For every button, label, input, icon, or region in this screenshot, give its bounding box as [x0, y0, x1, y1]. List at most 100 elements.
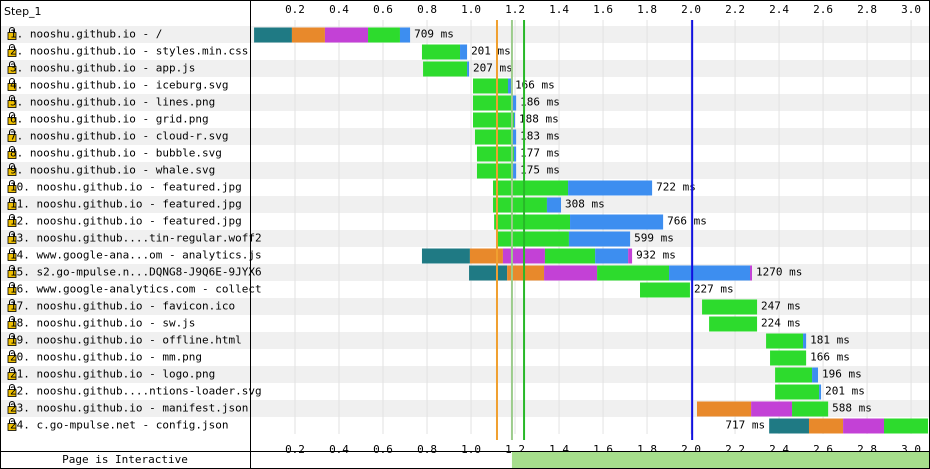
lock-icon	[7, 304, 17, 312]
timing-segment	[507, 78, 512, 94]
timing-segment	[496, 231, 569, 247]
duration-label: 196 ms	[822, 368, 862, 381]
timing-segment	[544, 248, 596, 264]
lock-shackle	[9, 61, 15, 67]
lock-icon	[7, 338, 17, 346]
duration-label: 175 ms	[520, 164, 560, 177]
timing-segment	[843, 418, 885, 434]
lock-shackle	[9, 214, 15, 220]
duration-label: 1270 ms	[756, 266, 802, 279]
duration-label: 177 ms	[520, 147, 560, 160]
timing-segment	[494, 214, 571, 230]
timing-segment	[819, 384, 822, 400]
timing-segment	[775, 367, 813, 383]
request-label: 16. www.google-analytics.com - collect	[10, 283, 262, 296]
lock-icon	[7, 236, 17, 244]
lock-icon	[7, 219, 17, 227]
x-tick-label: 0.2	[285, 3, 305, 16]
lock-shackle	[9, 384, 15, 390]
duration-label: 201 ms	[825, 385, 865, 398]
x-tick-label: 1.0	[461, 3, 481, 16]
request-label: 10. nooshu.github.io - featured.jpg	[10, 181, 242, 194]
request-label: 4. nooshu.github.io - iceburg.svg	[10, 79, 229, 92]
lock-icon	[7, 66, 17, 74]
request-label: 14. www.google-ana...om - analytics.js	[10, 249, 262, 262]
request-label: 2. nooshu.github.io - styles.min.css	[10, 45, 248, 58]
timing-segment	[476, 163, 514, 179]
lock-shackle	[9, 333, 15, 339]
lock-icon	[7, 389, 17, 397]
timing-segment	[291, 27, 325, 43]
row-background	[0, 26, 930, 43]
duration-label: 166 ms	[810, 351, 850, 364]
x-tick-label: 2.2	[725, 3, 745, 16]
timing-segment	[511, 95, 517, 111]
timing-segment	[597, 265, 670, 281]
x-tick-label: 0.4	[329, 3, 349, 16]
lock-icon	[7, 321, 17, 329]
timing-segment	[469, 265, 508, 281]
chart-title: Step_1	[4, 5, 42, 18]
interactive-label: Page is Interactive	[62, 453, 188, 466]
lock-shackle	[9, 78, 15, 84]
lock-icon	[7, 406, 17, 414]
duration-label: 183 ms	[520, 130, 560, 143]
timing-segment	[399, 27, 411, 43]
request-label: 21. nooshu.github.io - logo.png	[10, 368, 215, 381]
timing-segment	[513, 163, 517, 179]
timing-segment	[568, 231, 631, 247]
lock-shackle	[9, 282, 15, 288]
timing-segment	[493, 180, 569, 196]
request-label: 5. nooshu.github.io - lines.png	[10, 96, 215, 109]
lock-icon	[7, 355, 17, 363]
timing-segment	[473, 95, 512, 111]
lock-shackle	[9, 299, 15, 305]
x-tick-label: 0.8	[417, 3, 437, 16]
timing-segment	[808, 418, 844, 434]
x-tick-label: 0.4	[329, 443, 349, 456]
timing-segment	[770, 350, 807, 366]
lock-shackle	[9, 248, 15, 254]
request-label: 8. nooshu.github.io - bubble.svg	[10, 147, 222, 160]
timing-segment	[669, 265, 751, 281]
lock-icon	[7, 202, 17, 210]
timing-segment	[507, 265, 545, 281]
row-background	[0, 366, 930, 383]
request-label: 9. nooshu.github.io - whale.svg	[10, 164, 215, 177]
lock-shackle	[9, 316, 15, 322]
x-tick-label: 1.4	[549, 3, 569, 16]
timing-segment	[709, 316, 758, 332]
duration-label: 588 ms	[832, 402, 872, 415]
request-label: 22. nooshu.github....ntions-loader.svg	[10, 385, 262, 398]
timing-segment	[474, 129, 512, 145]
request-label: 15. s2.go-mpulse.n...DQNG8-J9Q6E-9JYX6	[10, 266, 262, 279]
x-tick-label: 2.4	[769, 3, 789, 16]
timing-segment	[467, 61, 470, 77]
timing-segment	[368, 27, 400, 43]
duration-label: 186 ms	[520, 96, 560, 109]
timing-segment	[595, 248, 629, 264]
timing-segment	[702, 299, 758, 315]
row-background	[0, 94, 930, 111]
lock-icon	[7, 253, 17, 261]
lock-shackle	[9, 44, 15, 50]
timing-segment	[513, 112, 516, 128]
request-label: 13. nooshu.github....tin-regular.woff2	[10, 232, 262, 245]
lock-shackle	[9, 146, 15, 152]
duration-label: 227 ms	[694, 283, 734, 296]
timing-segment	[751, 401, 793, 417]
duration-label: 224 ms	[761, 317, 801, 330]
duration-label: 717 ms	[725, 419, 765, 432]
x-tick-label: 2.0	[681, 3, 701, 16]
lock-icon	[7, 287, 17, 295]
lock-icon	[7, 168, 17, 176]
timing-segment	[628, 248, 633, 264]
request-label: 24. c.go-mpulse.net - config.json	[10, 419, 229, 432]
lock-shackle	[9, 27, 15, 33]
request-label: 1. nooshu.github.io - /	[10, 28, 162, 41]
duration-label: 932 ms	[636, 249, 676, 262]
interactive-range	[511, 452, 930, 469]
lock-shackle	[9, 180, 15, 186]
lock-icon	[7, 49, 17, 57]
lock-shackle	[9, 163, 15, 169]
